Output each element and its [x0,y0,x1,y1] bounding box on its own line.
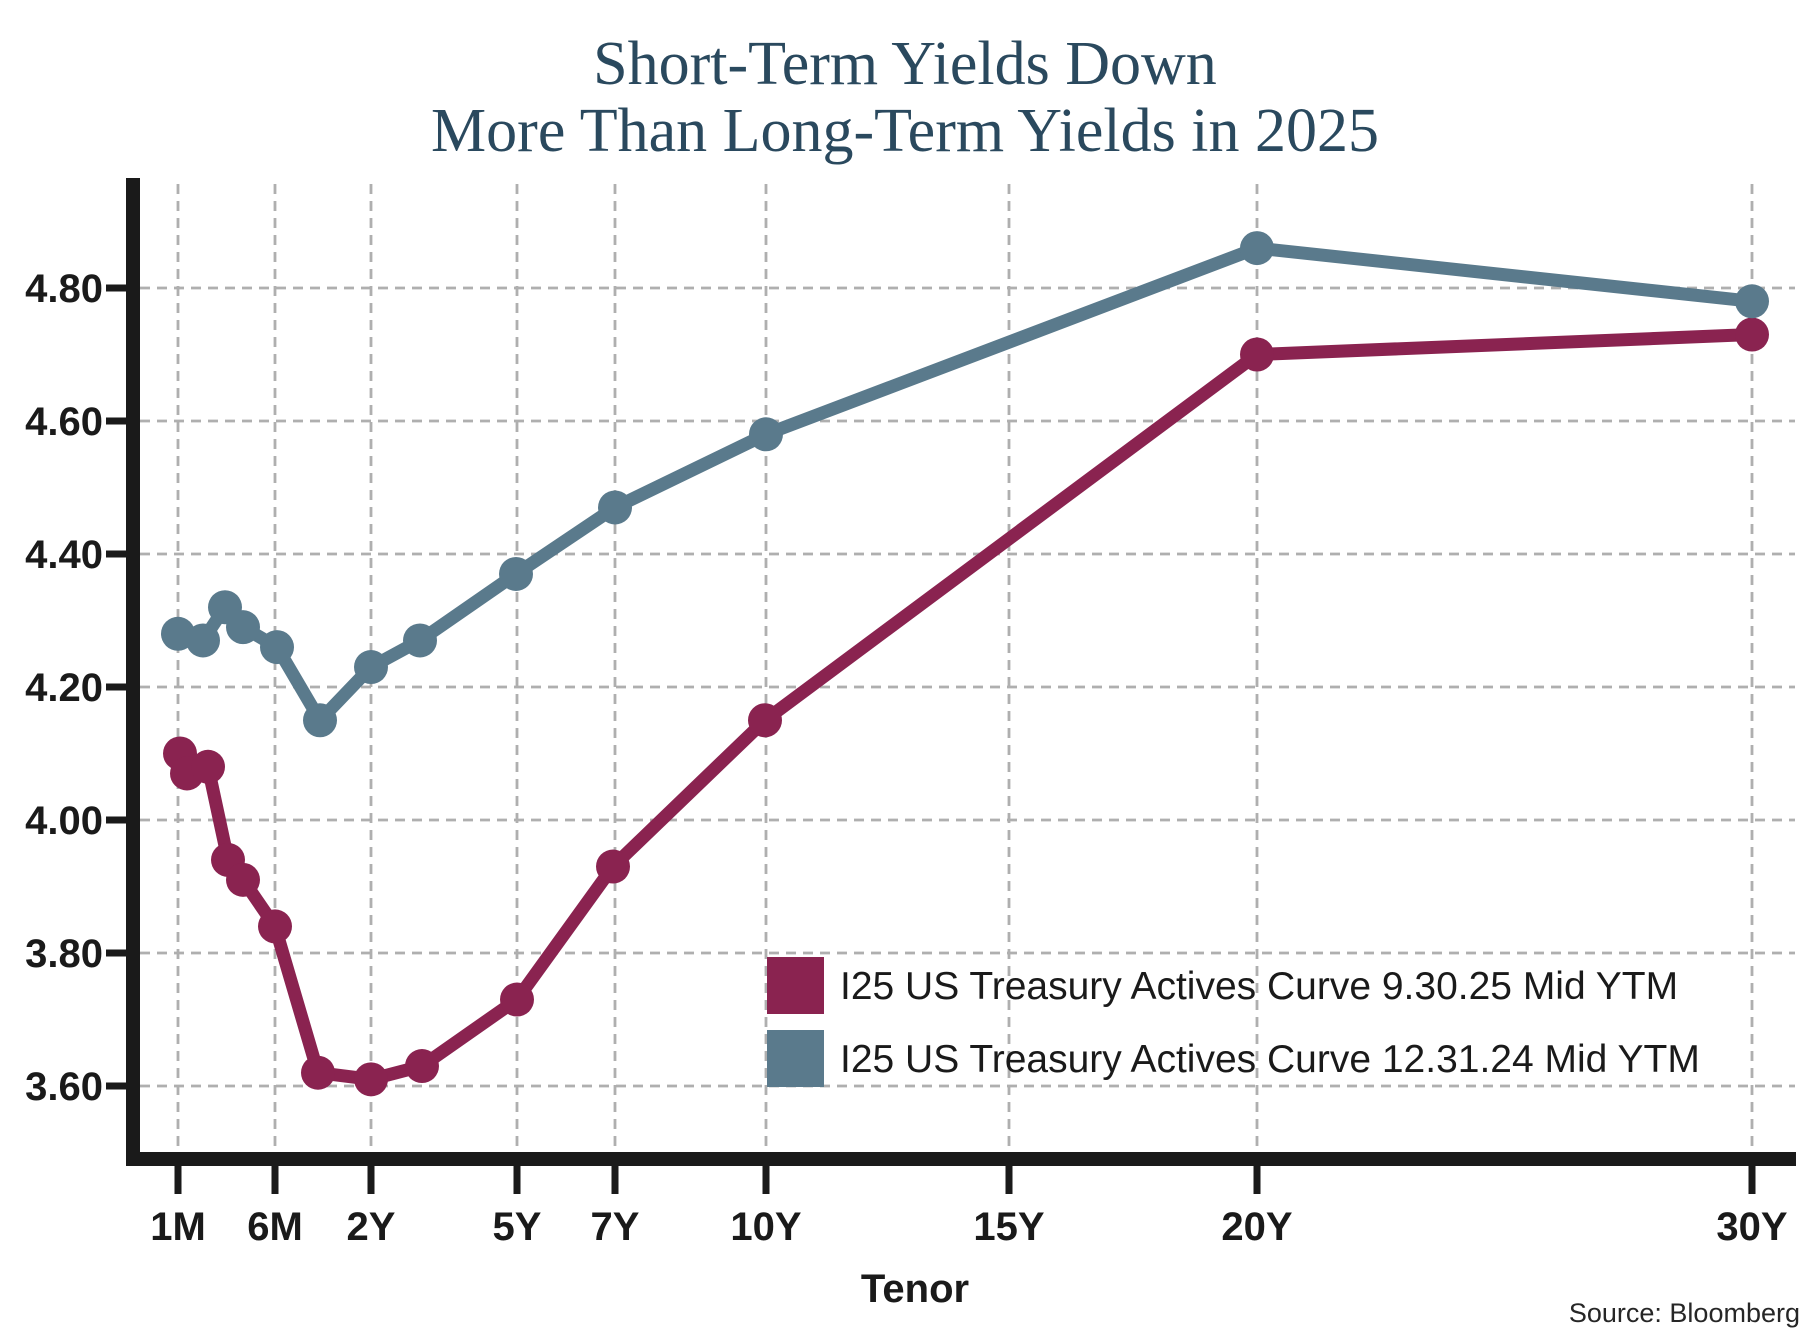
y-axis-spine [126,178,140,1166]
data-point-7Y [598,490,632,525]
source-attribution: Source: Bloomberg [1569,1298,1800,1328]
data-point-3M [191,749,225,784]
y-axis-tick [106,816,126,824]
x-tick-label: 6M [247,1205,303,1249]
x-axis-tick [1005,1166,1013,1194]
legend-label-sep-2025: I25 US Treasury Actives Curve 9.30.25 Mi… [840,965,1678,1008]
data-point-7Y [596,849,630,884]
data-point-10Y [749,417,783,452]
x-axis-tick [367,1166,375,1194]
data-point-2M [186,623,220,658]
data-point-30Y [1735,317,1769,352]
data-series [161,231,1769,1097]
y-tick-label: 4.00 [25,799,103,843]
x-axis-tick [611,1166,619,1194]
legend-swatch-dec-2024 [767,1030,824,1087]
data-point-5Y [500,982,534,1017]
legend: I25 US Treasury Actives Curve 9.30.25 Mi… [767,957,1700,1087]
data-point-20Y [1240,337,1274,372]
axes [106,178,1796,1194]
x-axis-tick [762,1166,770,1194]
data-point-2Y [354,650,388,685]
y-axis-tick [106,1082,126,1090]
data-point-10Y [748,703,782,738]
x-axis-tick [174,1166,182,1194]
x-axis-tick [1748,1166,1756,1194]
legend-label-dec-2024: I25 US Treasury Actives Curve 12.31.24 M… [840,1038,1700,1081]
data-point-6M [260,630,294,665]
data-point-3Y [405,1049,439,1084]
y-axis-tick [106,417,126,425]
axis-tick-labels: 4.80 4.60 4.40 4.20 4.00 3.80 3.60 1M 6M 2Y 5Y 7Y 10… [25,267,1788,1249]
data-point-30Y [1735,284,1769,319]
x-axis-tick [513,1166,521,1194]
x-tick-label: 5Y [493,1205,542,1249]
legend-swatch-sep-2025 [767,957,824,1014]
y-tick-label: 3.80 [25,932,103,976]
data-point-2Y [354,1062,388,1097]
y-axis-tick [106,284,126,292]
y-tick-label: 4.20 [25,666,103,710]
y-tick-label: 3.60 [25,1065,103,1109]
x-tick-label: 7Y [591,1205,640,1249]
data-point-1Y [301,1055,335,1090]
x-tick-label: 20Y [1221,1205,1292,1249]
data-point-6M [258,909,292,944]
x-tick-label: 10Y [730,1205,801,1249]
x-axis-spine [126,1152,1796,1166]
y-tick-label: 4.60 [25,400,103,444]
y-tick-label: 4.40 [25,533,103,577]
data-point-5Y [499,556,533,591]
x-tick-label: 15Y [973,1205,1044,1249]
chart-title-line2: More Than Long-Term Yields in 2025 [431,97,1379,165]
x-tick-label: 2Y [347,1205,396,1249]
x-axis-title: Tenor [861,1267,969,1311]
x-tick-label: 1M [150,1205,206,1249]
x-axis-tick [1253,1166,1261,1194]
y-axis-tick [106,949,126,957]
y-tick-label: 4.80 [25,267,103,311]
data-point-4M [226,610,260,645]
data-point-20Y [1240,231,1274,266]
chart-title-line1: Short-Term Yields Down [593,30,1217,98]
y-axis-tick [106,683,126,691]
data-point-5M [226,862,260,897]
data-point-3Y [403,623,437,658]
y-axis-tick [106,550,126,558]
x-tick-label: 30Y [1716,1205,1787,1249]
data-point-1Y [303,703,337,738]
x-axis-tick [271,1166,279,1194]
